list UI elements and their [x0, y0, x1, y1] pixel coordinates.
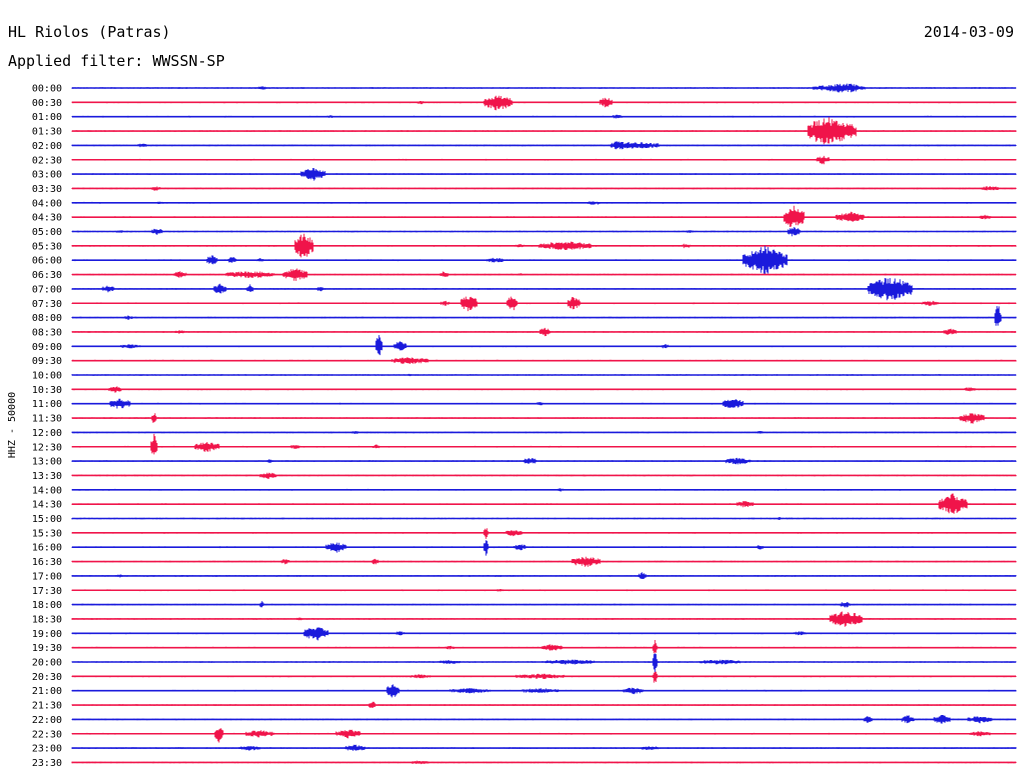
- row-label-0500: 05:00: [32, 227, 62, 238]
- y-axis-label: HHZ - 50000: [7, 392, 18, 458]
- row-label-1330: 13:30: [32, 471, 62, 482]
- trace-1230: [71, 433, 1017, 455]
- row-label-0900: 09:00: [32, 342, 62, 353]
- trace-2230: [71, 728, 1017, 743]
- row-label-1600: 16:00: [32, 543, 62, 554]
- row-label-2200: 22:00: [32, 715, 62, 726]
- row-label-1800: 18:00: [32, 600, 62, 611]
- trace-0800: [71, 306, 1017, 326]
- row-label-2130: 21:30: [32, 701, 62, 712]
- row-label-1230: 12:30: [32, 442, 62, 453]
- row-label-1400: 14:00: [32, 485, 62, 496]
- station-title: HL Riolos (Patras): [8, 23, 171, 41]
- trace-0900: [71, 335, 1017, 356]
- row-label-0100: 01:00: [32, 112, 62, 123]
- row-label-0000: 00:00: [32, 84, 62, 95]
- row-label-1000: 10:00: [32, 371, 62, 382]
- row-label-0530: 05:30: [32, 241, 62, 252]
- row-label-0330: 03:30: [32, 184, 62, 195]
- row-label-0400: 04:00: [32, 198, 62, 209]
- row-label-1830: 18:30: [32, 614, 62, 625]
- row-label-1730: 17:30: [32, 586, 62, 597]
- row-label-1700: 17:00: [32, 571, 62, 582]
- row-label-1030: 10:30: [32, 385, 62, 396]
- row-label-0730: 07:30: [32, 299, 62, 310]
- row-label-1100: 11:00: [32, 399, 62, 410]
- row-label-0630: 06:30: [32, 270, 62, 281]
- row-label-0830: 08:30: [32, 327, 62, 338]
- row-label-0700: 07:00: [32, 284, 62, 295]
- row-label-0300: 03:00: [32, 170, 62, 181]
- row-label-0430: 04:30: [32, 213, 62, 224]
- trace-rows: 00:00 00:30 01:00 01:30 02:00 02:30 03:00 03:30…: [32, 84, 1017, 769]
- row-label-1630: 16:30: [32, 557, 62, 568]
- trace-2030: [71, 671, 1017, 683]
- row-label-1930: 19:30: [32, 643, 62, 654]
- row-label-0200: 02:00: [32, 141, 62, 152]
- row-label-0800: 08:00: [32, 313, 62, 324]
- filter-label: Applied filter: WWSSN-SP: [8, 52, 225, 70]
- row-label-0030: 00:30: [32, 98, 62, 109]
- date-label: 2014-03-09: [924, 23, 1014, 41]
- row-label-0230: 02:30: [32, 155, 62, 166]
- row-label-2030: 20:30: [32, 672, 62, 683]
- row-label-1130: 11:30: [32, 414, 62, 425]
- row-label-1900: 19:00: [32, 629, 62, 640]
- row-label-2330: 23:30: [32, 758, 62, 769]
- row-label-2100: 21:00: [32, 686, 62, 697]
- row-label-0130: 01:30: [32, 127, 62, 138]
- row-label-1200: 12:00: [32, 428, 62, 439]
- row-label-0930: 09:30: [32, 356, 62, 367]
- row-label-2300: 23:00: [32, 744, 62, 755]
- trace-1930: [71, 640, 1017, 654]
- row-label-2000: 20:00: [32, 658, 62, 669]
- row-label-0600: 06:00: [32, 256, 62, 267]
- row-label-1530: 15:30: [32, 528, 62, 539]
- row-label-2230: 22:30: [32, 729, 62, 740]
- row-label-1300: 13:00: [32, 457, 62, 468]
- row-label-1430: 14:30: [32, 500, 62, 511]
- row-label-1500: 15:00: [32, 514, 62, 525]
